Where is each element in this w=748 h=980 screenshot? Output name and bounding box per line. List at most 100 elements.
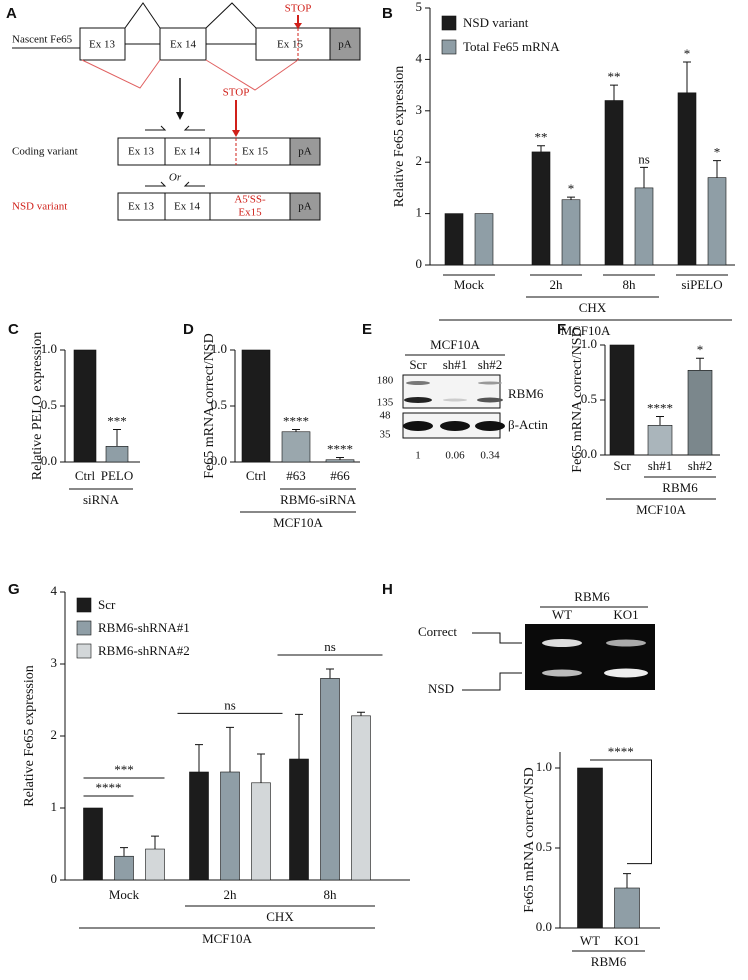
band: [403, 421, 433, 431]
blot: [402, 374, 501, 409]
error-bar: [195, 744, 203, 772]
bar: [73, 349, 97, 463]
polya: [289, 192, 321, 221]
alt-splice-line: [205, 59, 299, 91]
bar: [320, 678, 340, 881]
exon: [159, 27, 207, 61]
significance: ****: [283, 414, 309, 429]
exon-label: Ex 13: [89, 39, 115, 51]
exon-label: Ex 14: [170, 39, 196, 51]
x-tick-label: sh#2: [688, 458, 713, 473]
y-tick-label: 1.0: [536, 759, 552, 774]
panel-h-gel: H RBM6 WT KO1 Correct NSD: [382, 581, 655, 696]
panel-a: A Nascent Fe65 Ex 13 Ex 14 Ex 15 pA STOP…: [6, 2, 361, 221]
bar: [281, 431, 311, 463]
y-axis-label: Fe65 mRNA correct/NSD: [522, 767, 537, 912]
x-tick-label: WT: [580, 933, 600, 948]
band: [542, 669, 582, 677]
error-bar: [610, 84, 618, 101]
blot-title: MCF10A: [430, 337, 480, 352]
significance: *: [568, 181, 575, 196]
quant: 1: [415, 450, 421, 462]
y-tick-label: 0.5: [211, 397, 227, 412]
panel-letter: D: [183, 321, 194, 338]
y-axis-label: Relative PELO expression: [30, 332, 45, 481]
bar: [114, 855, 134, 881]
bar: [105, 446, 129, 463]
group-label: RBM6: [662, 480, 698, 495]
bar: [474, 213, 494, 266]
y-axis-label: Relative Fe65 expression: [22, 665, 37, 807]
x-tick-label: KO1: [614, 933, 639, 948]
y-tick-label: 0.0: [581, 446, 597, 461]
error-bar: [151, 835, 159, 850]
y-tick-label: 4: [416, 50, 423, 65]
error-bar: [226, 726, 234, 772]
polya: [329, 27, 361, 61]
x-tick-label: Mock: [454, 277, 485, 292]
exon-label: A5'SS-: [234, 194, 266, 206]
x-tick-label: #63: [286, 468, 306, 483]
band: [443, 398, 467, 402]
legend-swatch: [441, 39, 457, 55]
gel: [525, 624, 655, 690]
y-tick-label: 1.0: [581, 336, 597, 351]
group-label: MCF10A: [202, 931, 252, 946]
x-tick-label: PELO: [101, 468, 134, 483]
marker: 135: [377, 397, 394, 409]
group-label: RBM6-siRNA: [280, 492, 356, 507]
panel-letter: F: [557, 321, 566, 338]
error-bar: [623, 873, 631, 888]
exon-label: pA: [298, 201, 312, 213]
band: [477, 397, 503, 403]
band-label: Correct: [418, 624, 457, 639]
exon-label: Ex 15: [277, 39, 303, 51]
bar: [444, 213, 464, 266]
bar: [634, 187, 654, 266]
y-tick-label: 3: [51, 655, 58, 670]
exon-label: pA: [338, 39, 352, 51]
panel-letter: E: [362, 321, 372, 338]
exon: [117, 137, 166, 166]
exon-label: Ex 14: [174, 146, 200, 158]
y-tick-label: 0.5: [536, 839, 552, 854]
significance: *: [684, 46, 691, 61]
bar: [687, 369, 713, 456]
y-tick-label: 0.5: [41, 397, 57, 412]
y-axis-label: Fe65 mRNA correct/NSD: [202, 333, 217, 478]
exon: [79, 27, 126, 61]
panel-e: E MCF10A Scr sh#1 sh#2 180 135 48 35 RBM…: [362, 321, 548, 462]
legend-swatch: [76, 620, 92, 636]
bar: [289, 758, 309, 881]
exon: [117, 192, 166, 221]
x-tick-label: Ctrl: [75, 468, 96, 483]
band: [406, 381, 430, 385]
legend-label: NSD variant: [463, 15, 529, 30]
significance: *: [697, 342, 704, 357]
bar: [325, 459, 355, 463]
error-bar: [567, 196, 575, 200]
band: [478, 381, 502, 385]
bracket-label: ***: [114, 762, 134, 777]
band: [542, 639, 582, 647]
quant: 0.34: [480, 450, 500, 462]
error-bar: [357, 711, 365, 716]
group-label: CHX: [266, 909, 294, 924]
row-label: NSD variant: [12, 201, 67, 213]
x-tick-label: 8h: [324, 887, 338, 902]
bar: [241, 349, 271, 463]
y-tick-label: 0.0: [536, 919, 552, 934]
y-tick-label: 2: [416, 153, 423, 168]
gel-title: RBM6: [574, 589, 610, 604]
row-label: Nascent Fe65: [12, 34, 73, 46]
exon: [164, 137, 211, 166]
exon-label: pA: [298, 146, 312, 158]
primer: [145, 181, 167, 187]
x-tick-label: Mock: [109, 887, 140, 902]
alt-splice-line: [81, 59, 161, 89]
legend-swatch: [76, 643, 92, 659]
exon: [164, 192, 211, 221]
marker: 48: [380, 410, 392, 422]
y-tick-label: 0.0: [211, 453, 227, 468]
